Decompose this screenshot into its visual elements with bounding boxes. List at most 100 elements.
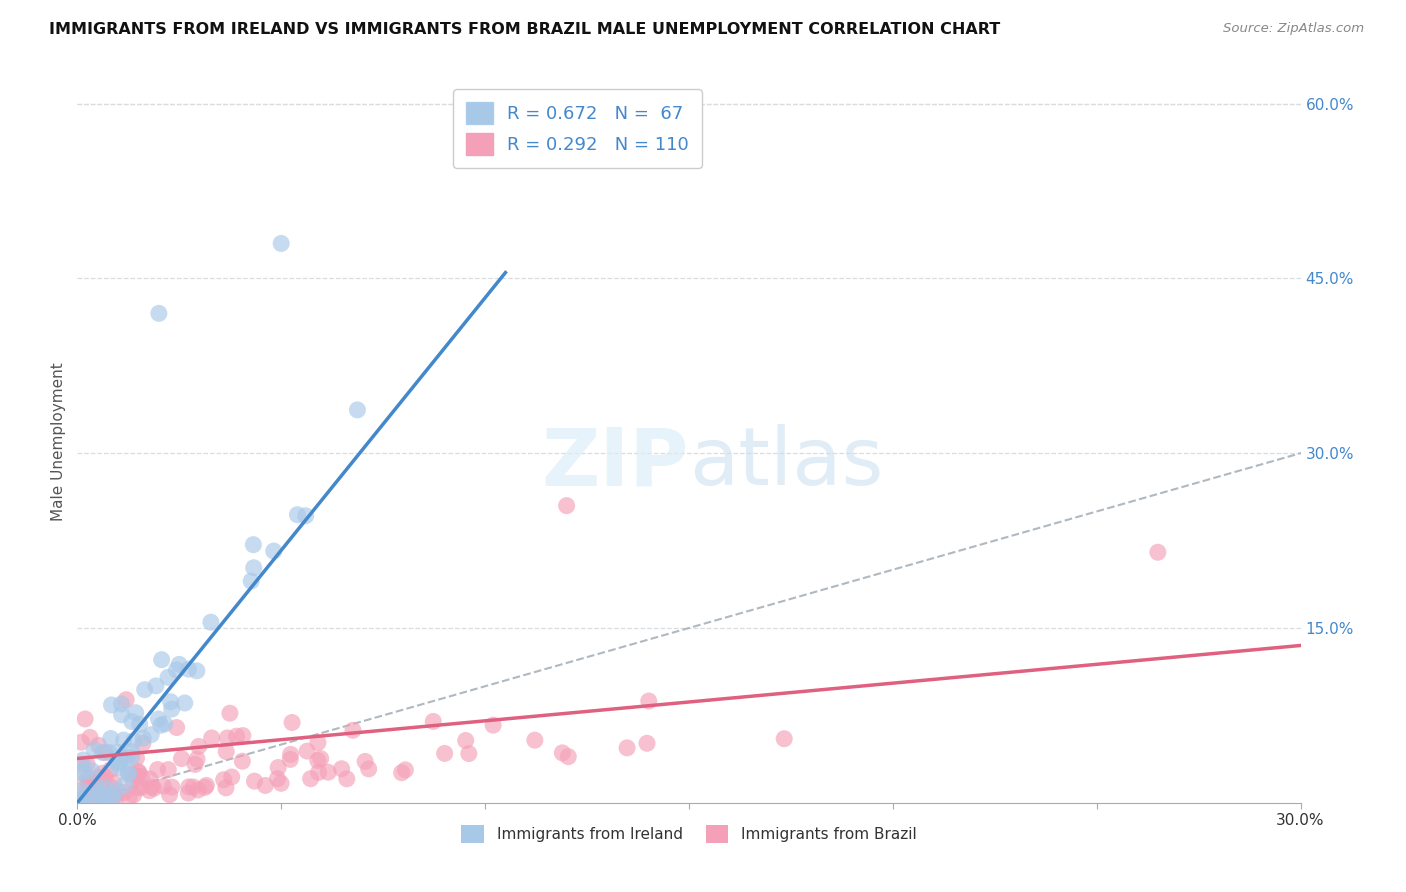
Point	[186, 752, 208, 766]
Point	[125, 751, 148, 765]
Point	[121, 750, 143, 764]
Point	[91, 766, 114, 780]
Point	[194, 780, 217, 795]
Point	[138, 772, 160, 786]
Point	[295, 744, 318, 758]
Point	[100, 789, 122, 803]
Point	[72, 791, 94, 805]
Point	[307, 735, 329, 749]
Point	[77, 779, 100, 793]
Point	[70, 796, 93, 810]
Point	[72, 777, 94, 791]
Point	[187, 783, 209, 797]
Point	[132, 736, 155, 750]
Point	[278, 752, 301, 766]
Point	[121, 745, 143, 759]
Point	[122, 733, 145, 747]
Point	[523, 733, 546, 747]
Point	[118, 791, 141, 805]
Point	[551, 746, 574, 760]
Point	[308, 765, 330, 780]
Point	[93, 780, 115, 795]
Point	[134, 682, 156, 697]
Point	[87, 770, 110, 784]
Point	[218, 706, 240, 721]
Point	[316, 765, 339, 780]
Point	[263, 544, 285, 558]
Point	[91, 746, 114, 760]
Point	[115, 749, 138, 764]
Point	[70, 757, 93, 772]
Point	[73, 794, 96, 808]
Point	[149, 718, 172, 732]
Point	[105, 755, 128, 769]
Point	[270, 236, 292, 251]
Point	[122, 788, 145, 802]
Point	[177, 780, 200, 794]
Point	[1147, 545, 1170, 559]
Point	[242, 538, 264, 552]
Point	[89, 796, 111, 810]
Text: atlas: atlas	[689, 425, 883, 502]
Point	[82, 785, 104, 799]
Point	[232, 729, 254, 743]
Point	[346, 403, 368, 417]
Point	[132, 731, 155, 746]
Point	[94, 796, 117, 810]
Point	[242, 560, 264, 574]
Point	[160, 702, 183, 716]
Point	[616, 740, 638, 755]
Point	[215, 780, 238, 795]
Point	[117, 767, 139, 781]
Point	[114, 778, 136, 792]
Point	[177, 786, 200, 800]
Point	[170, 751, 193, 765]
Point	[76, 786, 98, 800]
Point	[309, 751, 332, 765]
Point	[243, 774, 266, 789]
Point	[280, 747, 302, 762]
Point	[150, 653, 173, 667]
Point	[127, 764, 149, 779]
Point	[454, 733, 477, 747]
Point	[84, 790, 107, 805]
Point	[225, 729, 247, 743]
Point	[90, 788, 112, 802]
Point	[110, 697, 132, 711]
Point	[83, 778, 105, 792]
Point	[159, 788, 181, 802]
Point	[307, 754, 329, 768]
Point	[200, 615, 222, 630]
Point	[221, 770, 243, 784]
Point	[120, 767, 142, 781]
Point	[125, 706, 148, 720]
Point	[145, 679, 167, 693]
Point	[152, 779, 174, 793]
Point	[184, 757, 207, 772]
Point	[128, 766, 150, 780]
Point	[84, 796, 107, 810]
Point	[201, 731, 224, 745]
Point	[100, 731, 122, 746]
Point	[422, 714, 444, 729]
Point	[70, 735, 93, 749]
Point	[270, 776, 292, 790]
Point	[287, 508, 309, 522]
Point	[90, 786, 112, 800]
Point	[70, 795, 93, 809]
Point	[111, 750, 134, 764]
Point	[215, 745, 238, 759]
Point	[127, 780, 149, 795]
Point	[336, 772, 359, 786]
Point	[112, 785, 135, 799]
Point	[79, 731, 101, 745]
Point	[391, 765, 413, 780]
Point	[240, 574, 263, 588]
Y-axis label: Male Unemployment: Male Unemployment	[51, 362, 66, 521]
Point	[157, 763, 180, 777]
Point	[105, 783, 128, 797]
Point	[100, 780, 122, 794]
Point	[79, 776, 101, 790]
Point	[555, 499, 578, 513]
Point	[115, 692, 138, 706]
